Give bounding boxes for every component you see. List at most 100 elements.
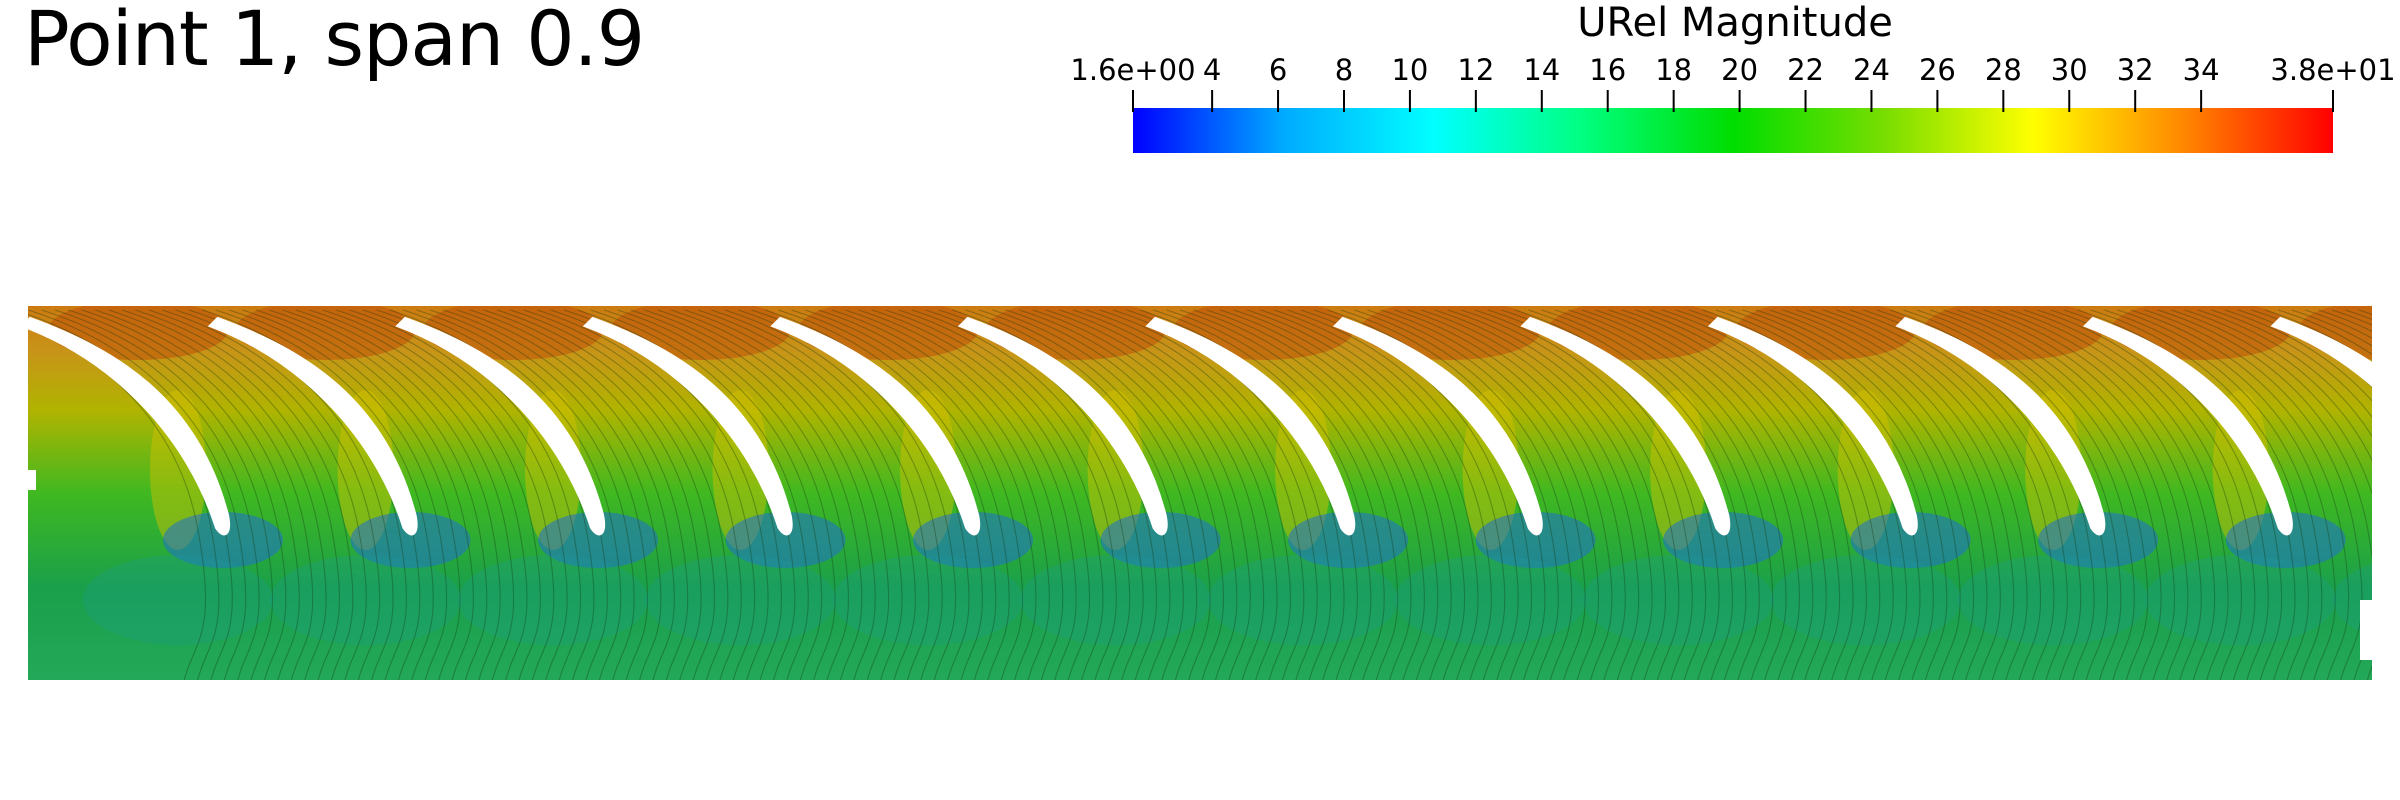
streamline-streak [711, 309, 930, 680]
streamline-streak [2023, 309, 2243, 680]
colorbar-ticks: 1.6e+00 4 6 8 10 12 14 16 18 20 22 24 26 28 30 32 34 3.8e… [1070, 53, 2396, 112]
streamline-streak [282, 309, 501, 680]
lower-cool-region [270, 555, 461, 645]
streamline-streak [1153, 309, 1372, 680]
streamline-streak [1099, 309, 1318, 680]
streamline-streak [1072, 309, 1292, 680]
blade [582, 316, 793, 536]
streamline-streak [148, 309, 367, 680]
streamline-streak [269, 309, 488, 680]
streamline-streak [1648, 309, 1867, 680]
streamline-streak [1836, 309, 2055, 680]
velocity-field [28, 306, 2400, 685]
streamline-streak [1742, 309, 1961, 680]
streamline-streak [1729, 309, 1948, 680]
colorbar-tick-22-label: 22 [1787, 53, 1824, 87]
colorbar-tick-4-label: 4 [1203, 53, 1221, 87]
colorbar-tick-8-label: 8 [1335, 53, 1353, 87]
domain-right-notch [2360, 600, 2374, 660]
streamline-streak [1849, 309, 2068, 680]
blade [1707, 316, 1918, 536]
streamline-streak [684, 309, 903, 680]
colorbar: 1.6e+00 4 6 8 10 12 14 16 18 20 22 24 26 28 30 32 34 3.8e… [1070, 53, 2396, 153]
colorbar-min-tick-label: 1.6e+00 [1070, 53, 1195, 87]
streamline-streak [1595, 309, 1814, 680]
streamline-streak [536, 309, 756, 680]
blade [1895, 316, 2106, 536]
streamline-streak [322, 309, 541, 680]
streamline-streak [1635, 309, 1854, 680]
stagnation-region [913, 512, 1034, 568]
blade [957, 316, 1168, 536]
colorbar-gradient [1133, 108, 2333, 153]
streamline-streak [496, 309, 716, 680]
streamline-streak [885, 309, 1104, 680]
streamline-streak [2130, 309, 2350, 680]
plot-title: Point 1, span 0.9 [24, 0, 645, 83]
streamline-streak [1086, 309, 1305, 680]
streamline-streak [1608, 309, 1827, 680]
streamline-streak [778, 309, 997, 680]
lower-cool-region [1395, 555, 1586, 645]
streamline-streak [724, 309, 943, 680]
streamline-streak [1434, 309, 1653, 680]
streamline-streak [2372, 310, 2400, 685]
streamline-streak [1930, 309, 2149, 680]
stagnation-region [1100, 512, 1221, 568]
streamline-streak [41, 309, 260, 680]
streamline-streak [1782, 309, 2001, 680]
streamline-streak [1246, 309, 1466, 680]
streamline-streak [1220, 309, 1439, 680]
field-tint-layer [48, 306, 2372, 645]
streamline-streak [215, 309, 434, 680]
streamline-streak [255, 309, 474, 680]
streamline-streak [523, 309, 742, 680]
streamline-streak [161, 309, 381, 680]
streamline-streak [228, 309, 448, 680]
colorbar-tick-6-label: 6 [1269, 53, 1287, 87]
streamline-streak [403, 309, 622, 680]
streamline-streak [1340, 309, 1559, 680]
lower-cool-region [833, 555, 1024, 645]
streamline-streak [818, 309, 1037, 680]
streamline-streak [1528, 309, 1747, 680]
streamline-streak [1662, 309, 1881, 680]
streamline-streak [1755, 309, 1975, 680]
stagnation-region [1475, 512, 1596, 568]
streamline-streak [697, 309, 916, 680]
lower-cool-region [1770, 555, 1961, 645]
colorbar-tick-10-label: 10 [1391, 53, 1428, 87]
lower-cool-region [458, 555, 649, 645]
stagnation-region [350, 512, 471, 568]
colorbar-tick-30-label: 30 [2051, 53, 2088, 87]
streamline-streak [603, 309, 823, 680]
streamline-streak [1260, 309, 1479, 680]
streamline-streak [1769, 309, 1988, 680]
streamline-streak [858, 309, 1077, 680]
streamline-streak [1206, 309, 1425, 680]
blade [28, 316, 230, 536]
streamline-streak [510, 309, 729, 680]
stagnation-region [2038, 512, 2159, 568]
streamline-streak [2184, 309, 2372, 462]
colorbar-tick-18-label: 18 [1655, 53, 1692, 87]
streamline-streak [1059, 309, 1278, 680]
streamline-streak [1568, 309, 1787, 680]
streamline-streak [2278, 309, 2372, 356]
streamline-streak [630, 309, 849, 680]
colorbar-tick-14-label: 14 [1523, 53, 1560, 87]
stagnation-region [538, 512, 659, 568]
streamline-streak [670, 309, 890, 680]
streamline-streak [2197, 309, 2372, 438]
colorbar-tick-26-label: 26 [1919, 53, 1956, 87]
colorbar-tick-12-label: 12 [1457, 53, 1494, 87]
streamline-streak [1394, 309, 1613, 680]
streamline-streak [1809, 309, 2028, 680]
streamline-streak [845, 309, 1064, 680]
streamline-streak [1983, 309, 2202, 680]
lower-cool-region [1958, 555, 2149, 645]
streamline-streak [1956, 309, 2176, 680]
blade [207, 316, 418, 536]
streamline-streak [349, 309, 568, 680]
